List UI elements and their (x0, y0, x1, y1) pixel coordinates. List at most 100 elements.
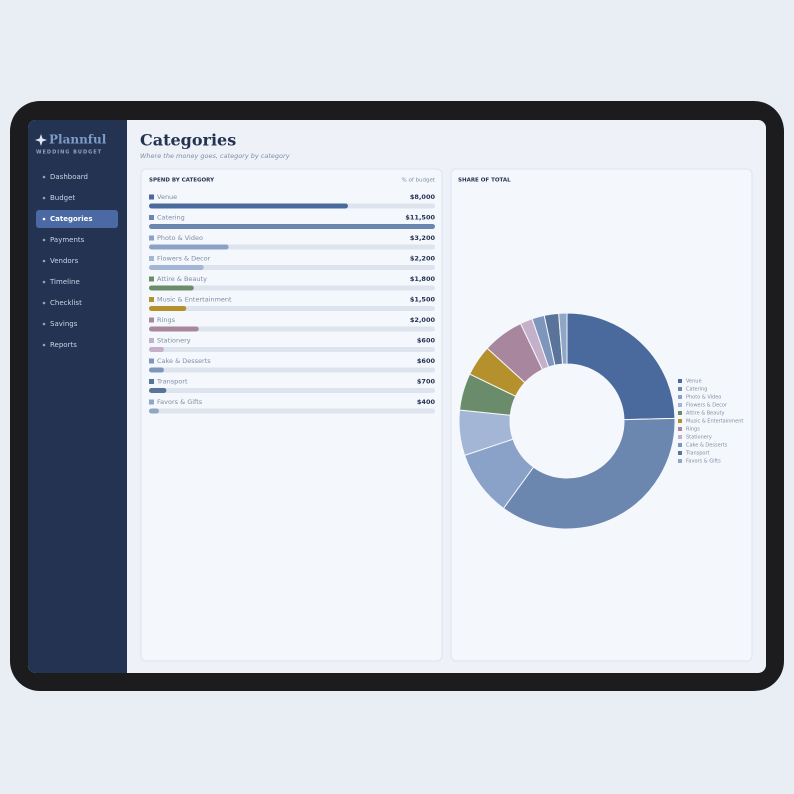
donut-slice (566, 312, 676, 421)
nav-dot (42, 301, 46, 305)
legend-swatch (678, 451, 682, 455)
category-name: Attire & Beauty (157, 275, 207, 283)
legend-swatch (678, 435, 682, 439)
category-amount: $2,000 (410, 316, 436, 324)
nav-dot (42, 175, 46, 179)
bar (149, 347, 164, 352)
legend-label: Flowers & Decor (686, 403, 728, 409)
bar (149, 408, 159, 414)
legend-label: Music & Entertainment (686, 419, 743, 425)
bar-track (149, 265, 435, 270)
column-label: % of budget (401, 178, 435, 184)
legend-swatch (678, 379, 682, 383)
page-title: Categories (140, 131, 236, 150)
nav-item[interactable]: Timeline (49, 278, 80, 286)
page-subtitle: Where the money goes, category by catego… (140, 152, 290, 160)
legend-label: Photo & Video (686, 395, 721, 401)
logo-icon (35, 134, 47, 146)
legend-label: Attire & Beauty (686, 411, 724, 417)
category-amount: $8,000 (410, 193, 436, 201)
category-amount: $400 (417, 398, 436, 406)
category-name: Cake & Desserts (157, 357, 211, 365)
bar-track (149, 388, 435, 393)
category-amount: $11,500 (405, 214, 435, 222)
legend-swatch (678, 395, 682, 399)
legend-swatch (678, 411, 682, 415)
legend-swatch (149, 379, 154, 384)
legend-swatch (149, 276, 154, 282)
category-name: Venue (157, 193, 177, 201)
bar (149, 203, 348, 209)
category-name: Stationery (157, 337, 191, 345)
category-name: Transport (156, 378, 188, 386)
bar-track (149, 306, 435, 311)
category-amount: $1,800 (410, 275, 436, 283)
bar-track (149, 347, 435, 352)
legend-swatch (678, 387, 682, 391)
category-name: Catering (157, 214, 185, 222)
category-amount: $600 (417, 337, 436, 345)
legend-swatch (149, 338, 154, 343)
legend-swatch (678, 459, 682, 463)
category-name: Favors & Gifts (157, 398, 203, 406)
legend-swatch (678, 403, 682, 407)
bar (149, 244, 229, 250)
bar (149, 367, 164, 373)
nav-item[interactable]: Budget (50, 194, 75, 202)
nav-active (36, 210, 118, 228)
category-amount: $700 (417, 378, 436, 386)
legend-swatch (149, 317, 154, 323)
share-card (450, 168, 753, 662)
category-name: Rings (157, 316, 176, 324)
bar-track (149, 367, 435, 373)
nav-item[interactable]: Reports (50, 341, 77, 349)
bar (149, 285, 194, 291)
logo: Plannful (49, 133, 107, 147)
legend-label: Transport (685, 451, 710, 457)
legend-label: Favors & Gifts (686, 459, 721, 465)
legend-swatch (149, 399, 154, 405)
bar-track (149, 326, 435, 332)
legend-label: Stationery (686, 435, 712, 441)
category-name: Flowers & Decor (157, 255, 211, 263)
nav-dot (42, 259, 46, 263)
tagline: WEDDING BUDGET (36, 150, 102, 156)
bar-track (149, 285, 435, 291)
legend-swatch (678, 419, 682, 423)
legend-swatch (149, 194, 154, 200)
legend-swatch (149, 235, 154, 241)
category-name: Photo & Video (157, 234, 203, 242)
legend-swatch (149, 256, 154, 261)
spend-card (140, 168, 443, 662)
card-title: SPEND BY CATEGORY (149, 178, 215, 184)
nav-item[interactable]: Savings (50, 320, 78, 328)
legend-swatch (678, 443, 682, 447)
donut-slice (502, 417, 676, 530)
nav-dot (42, 322, 46, 326)
nav-dot (42, 280, 46, 284)
legend-swatch (149, 215, 154, 220)
legend-swatch (149, 297, 154, 302)
category-amount: $2,200 (410, 255, 436, 263)
nav-item[interactable]: Dashboard (50, 173, 88, 181)
category-amount: $600 (417, 357, 436, 365)
category-name: Music & Entertainment (157, 296, 232, 304)
legend-label: Venue (686, 379, 702, 385)
category-amount: $3,200 (410, 234, 436, 242)
legend-swatch (149, 358, 154, 364)
nav-item[interactable]: Categories (50, 215, 93, 223)
legend-label: Cake & Desserts (686, 443, 728, 449)
legend-swatch (678, 427, 682, 431)
nav-dot (42, 196, 46, 200)
legend-label: Catering (686, 387, 707, 393)
category-amount: $1,500 (410, 296, 436, 304)
nav-dot (42, 217, 46, 221)
nav-item[interactable]: Vendors (50, 257, 79, 265)
bar (149, 306, 187, 311)
nav-dot (42, 343, 46, 347)
bar (149, 326, 199, 332)
nav-item[interactable]: Payments (50, 236, 85, 244)
nav-item[interactable]: Checklist (50, 299, 82, 307)
